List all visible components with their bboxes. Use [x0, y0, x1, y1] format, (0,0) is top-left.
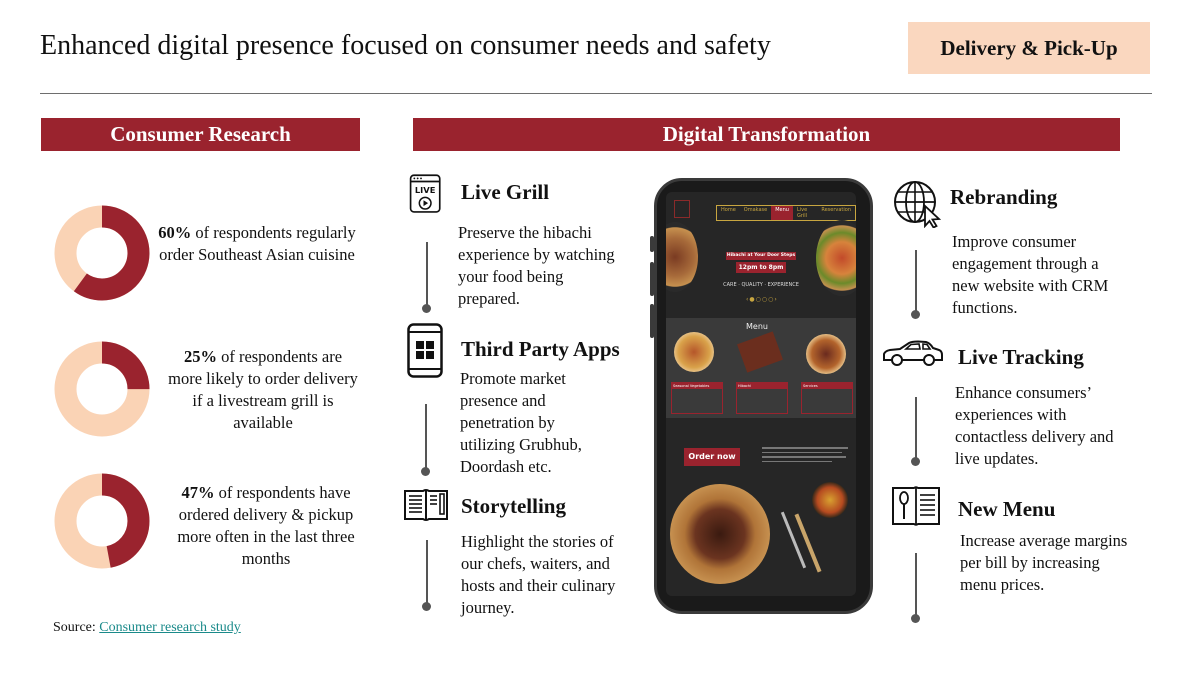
feature-title-live-grill: Live Grill — [461, 180, 550, 204]
timeline-dot — [422, 602, 431, 611]
food-plate-image — [666, 222, 698, 292]
timeline-line — [915, 553, 917, 617]
timeline-line — [425, 404, 427, 470]
fork-image — [780, 511, 807, 569]
order-now-button[interactable]: Order now — [684, 448, 740, 466]
feature-title-new-menu: New Menu — [958, 497, 1056, 521]
feature-text-live-tracking: Enhance consumers’ experiences with cont… — [955, 383, 1114, 468]
steak-board-image — [670, 484, 770, 584]
site-nav-menu[interactable]: Menu — [771, 206, 793, 220]
hero-hours: 12pm to 8pm — [736, 262, 786, 273]
menu-heading: Menu — [746, 322, 768, 331]
phone-screen: Home Omakase Menu Live Grill Reservation… — [666, 192, 856, 596]
menu-column: Services — [801, 382, 853, 414]
phone-side-button — [650, 262, 654, 296]
knife-image — [794, 513, 822, 573]
timeline-dot — [911, 310, 920, 319]
live-stream-icon: LIVE — [409, 174, 441, 213]
stat-text-2: 25% of respondents are more likely to or… — [168, 347, 358, 432]
timeline-line — [426, 540, 428, 606]
delivery-tag: Delivery & Pick-Up — [908, 22, 1150, 74]
book-icon — [404, 489, 448, 521]
feature-title-storytelling: Storytelling — [461, 494, 566, 518]
side-dish-image — [812, 482, 848, 518]
phone-side-button — [650, 236, 654, 252]
site-nav-reservation[interactable]: Reservation — [821, 207, 851, 213]
feature-title-rebranding: Rebranding — [950, 185, 1058, 209]
site-nav: Home Omakase Menu Live Grill Reservation — [716, 205, 856, 221]
donut-chart-47 — [54, 473, 150, 569]
stat-text-3: 47% of respondents have ordered delivery… — [177, 483, 355, 568]
site-logo — [674, 200, 690, 218]
menu-column-title: Seasonal Vegetables — [672, 383, 722, 389]
menu-column: Seasonal Vegetables — [671, 382, 723, 414]
order-description — [762, 444, 850, 474]
timeline-line — [426, 242, 428, 308]
source-link[interactable]: Consumer research study — [99, 620, 241, 635]
menu-dish-image — [806, 334, 846, 374]
feature-text-new-menu: Increase average margins per bill by inc… — [960, 531, 1128, 594]
site-nav-omakase[interactable]: Omakase — [743, 207, 768, 213]
donut-chart-25 — [54, 341, 150, 437]
menu-spoon-icon — [892, 486, 940, 526]
feature-title-live-tracking: Live Tracking — [958, 345, 1084, 369]
timeline-dot — [911, 457, 920, 466]
car-icon — [883, 340, 943, 366]
consumer-research-banner: Consumer Research — [41, 118, 360, 151]
feature-text-storytelling: Highlight the stories of our chefs, wait… — [461, 532, 616, 617]
svg-text:LIVE: LIVE — [415, 185, 436, 195]
smartphone-apps-icon — [407, 323, 443, 378]
header-divider — [40, 93, 1152, 94]
menu-column-title: Services — [802, 383, 852, 389]
timeline-line — [915, 397, 917, 461]
hero-tagline: CARE · QUALITY · EXPERIENCE — [723, 282, 799, 288]
feature-text-third-party-apps: Promote market presence and penetration … — [460, 369, 582, 476]
site-nav-home[interactable]: Home — [721, 207, 736, 213]
digital-transformation-banner: Digital Transformation — [413, 118, 1120, 151]
carousel-dots[interactable]: ‹●○○○› — [746, 296, 778, 303]
hero-banner: Hibachi at Your Door Steps — [726, 252, 796, 260]
page-title: Enhanced digital presence focused on con… — [40, 30, 771, 61]
site-nav-live-grill[interactable]: Live Grill — [796, 207, 808, 219]
phone-side-button — [650, 304, 654, 338]
menu-column: Hibachi — [736, 382, 788, 414]
food-plate-image — [816, 220, 856, 296]
menu-column-title: Hibachi — [737, 383, 787, 389]
menu-dish-image — [674, 332, 714, 372]
timeline-dot — [422, 304, 431, 313]
source-note: Source: Consumer research study — [53, 620, 241, 635]
timeline-line — [915, 250, 917, 314]
donut-chart-60 — [54, 205, 150, 301]
feature-text-live-grill: Preserve the hibachi experience by watch… — [458, 223, 615, 308]
feature-title-third-party-apps: Third Party Apps — [461, 337, 620, 361]
stat-text-1: 60% of respondents regularly order South… — [158, 223, 356, 264]
timeline-dot — [911, 614, 920, 623]
globe-cursor-icon — [894, 181, 942, 228]
timeline-dot — [421, 467, 430, 476]
feature-text-rebranding: Improve consumer engagement through a ne… — [952, 232, 1109, 317]
